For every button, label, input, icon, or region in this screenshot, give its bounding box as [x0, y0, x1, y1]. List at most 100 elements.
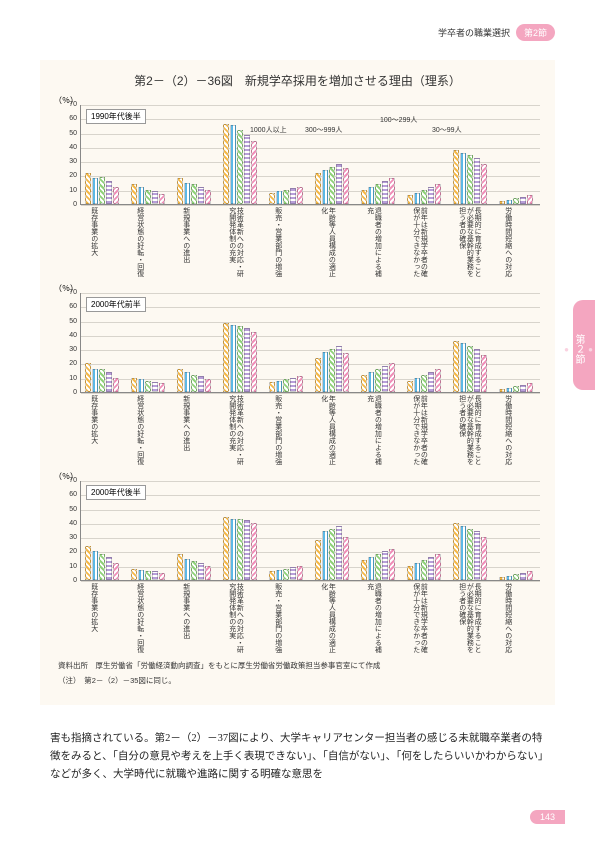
- gridline: [81, 495, 540, 496]
- bar: [414, 563, 420, 580]
- bar-group: [361, 178, 395, 204]
- y-tick: 20: [61, 548, 77, 555]
- bar: [520, 573, 526, 580]
- bar: [205, 379, 211, 392]
- y-tick: 10: [61, 563, 77, 570]
- figure-box: 第2－（2）－36図 新規学卒採用を増加させる理由（理系） （％）1990年代後…: [40, 60, 555, 705]
- bar: [421, 190, 427, 204]
- bar: [361, 375, 367, 392]
- bar: [527, 195, 533, 204]
- body-paragraph: 害も指摘されている。第2－（2）－37図により、大学キャリアセンター担当者の感じ…: [50, 730, 545, 784]
- chart-period-label: 2000年代前半: [86, 297, 146, 312]
- bar: [177, 554, 183, 580]
- bar: [467, 346, 473, 392]
- gridline: [81, 293, 540, 294]
- page-header: 学卒者の職業選択 第2節: [438, 24, 555, 41]
- bar: [435, 369, 441, 392]
- bar: [414, 378, 420, 392]
- bar: [177, 178, 183, 204]
- bar: [198, 187, 204, 204]
- bar: [145, 381, 151, 392]
- y-tick: 10: [61, 375, 77, 382]
- x-label: 技術革新への対応・研究開発体制の充実: [228, 207, 243, 277]
- bar-group: [407, 369, 441, 392]
- bar-group: [131, 569, 165, 580]
- bar: [113, 378, 119, 392]
- bar: [223, 323, 229, 392]
- bar: [230, 519, 236, 580]
- bar: [453, 341, 459, 392]
- y-tick: 20: [61, 172, 77, 179]
- bar: [269, 571, 275, 580]
- bar: [237, 326, 243, 392]
- bar: [113, 563, 119, 580]
- bar: [407, 195, 413, 204]
- bar-group: [407, 184, 441, 204]
- bar: [283, 190, 289, 204]
- x-label: 長期的に育成することが必要な基幹的業務を担う者の確保: [458, 207, 481, 277]
- bar: [474, 158, 480, 204]
- bar: [297, 187, 303, 204]
- bar: [230, 325, 236, 392]
- x-label: 販売・営業部門の増強: [274, 583, 282, 653]
- gridline: [81, 119, 540, 120]
- bar: [106, 372, 112, 392]
- bar-group: [269, 566, 303, 580]
- y-tick: 0: [61, 577, 77, 584]
- bar: [361, 190, 367, 204]
- bar: [382, 366, 388, 392]
- bar: [223, 124, 229, 204]
- bar: [184, 183, 190, 204]
- bar: [513, 386, 519, 392]
- bar: [251, 332, 257, 392]
- bar: [315, 173, 321, 204]
- bar: [198, 376, 204, 392]
- x-label: 前年は新規学卒者の確保が十分できなかった: [412, 207, 427, 277]
- bar: [290, 188, 296, 204]
- bar: [92, 178, 98, 204]
- x-label: 労働時間短縮への対応: [504, 207, 512, 277]
- x-label: 退職者の増加による補充: [366, 207, 381, 277]
- bar: [92, 551, 98, 580]
- plot-area: 010203040506070: [80, 105, 540, 205]
- x-labels: 既存事業の拡大経営状態の好転・回復新規事業への進出技術革新への対応・研究開発体制…: [80, 583, 540, 653]
- bar-group: [453, 523, 487, 580]
- chart-panel: （％）2000年代後半010203040506070既存事業の拡大経営状態の好転…: [50, 473, 545, 653]
- bar: [205, 566, 211, 580]
- bar: [460, 526, 466, 580]
- bar: [276, 570, 282, 580]
- bar: [283, 379, 289, 392]
- bar: [389, 178, 395, 204]
- bar: [106, 181, 112, 204]
- bar: [106, 557, 112, 580]
- y-tick: 60: [61, 115, 77, 122]
- chart-panel: （％）2000年代前半010203040506070既存事業の拡大経営状態の好転…: [50, 285, 545, 465]
- bar: [407, 381, 413, 392]
- bar-group: [315, 164, 349, 204]
- bar: [251, 141, 257, 204]
- bar: [513, 574, 519, 580]
- bar: [375, 554, 381, 580]
- bar: [99, 177, 105, 204]
- bar: [428, 187, 434, 204]
- bar: [237, 130, 243, 204]
- bar: [92, 369, 98, 392]
- bar: [138, 187, 144, 204]
- bar: [152, 382, 158, 392]
- bar: [389, 363, 395, 392]
- x-label: 販売・営業部門の増強: [274, 207, 282, 277]
- bar: [368, 372, 374, 392]
- bar: [467, 529, 473, 580]
- bar: [481, 355, 487, 392]
- page-number: 143: [530, 810, 565, 824]
- chart-panel: （％）1990年代後半0102030405060701000人以上300～999…: [50, 97, 545, 277]
- bar: [343, 353, 349, 392]
- y-tick: 70: [61, 101, 77, 108]
- bar: [382, 181, 388, 204]
- bar: [375, 184, 381, 204]
- y-tick: 70: [61, 477, 77, 484]
- bar-group: [453, 150, 487, 204]
- bar: [159, 573, 165, 580]
- x-label: 経営状態の好転・回復: [136, 583, 144, 653]
- x-labels: 既存事業の拡大経営状態の好転・回復新規事業への進出技術革新への対応・研究開発体制…: [80, 395, 540, 465]
